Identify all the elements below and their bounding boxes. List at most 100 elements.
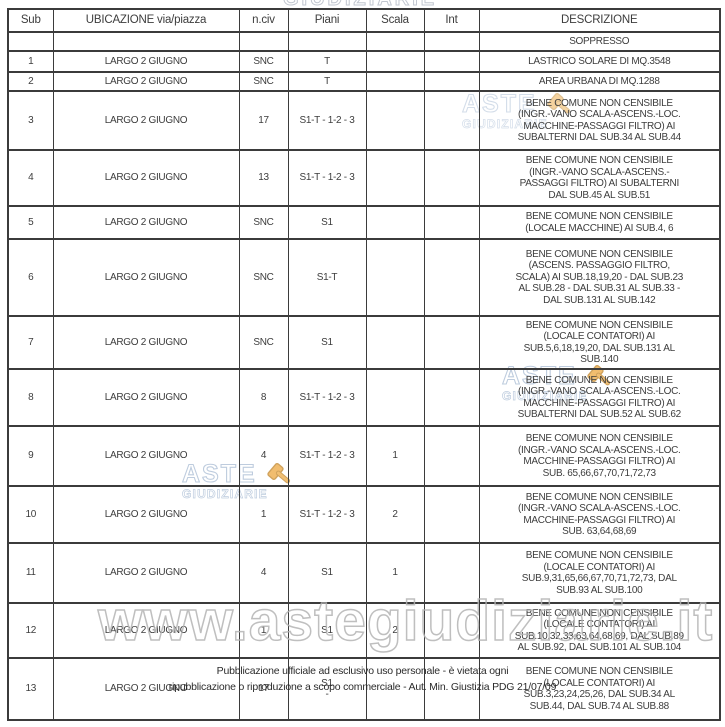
cell-int bbox=[423, 368, 480, 427]
cell-descrizione: AREA URBANA DI MQ.1288 bbox=[478, 71, 721, 92]
cell-piani: S1 bbox=[287, 602, 367, 659]
cell-nciv: SNC bbox=[238, 50, 289, 73]
table-row: 12 LARGO 2 GIUGNO 1 S1 2 BENE COMUNE NON CENS… bbox=[7, 602, 721, 659]
cell-scala bbox=[365, 50, 425, 73]
cell-scala bbox=[365, 90, 425, 151]
cell-piani: S1 - bbox=[287, 657, 367, 721]
cell-sub: 4 bbox=[7, 149, 54, 207]
cell-scala bbox=[365, 149, 425, 207]
cell-scala bbox=[365, 205, 425, 240]
cell-piani: S1-T bbox=[287, 238, 367, 317]
cell-ubicazione: LARGO 2 GIUGNO bbox=[52, 602, 240, 659]
cell-piani: S1-T - 1-2 - 3 bbox=[287, 90, 367, 151]
cell-piani: S1 bbox=[287, 315, 367, 370]
cell-ubicazione: LARGO 2 GIUGNO bbox=[52, 315, 240, 370]
cell-sub: 2 bbox=[7, 71, 54, 92]
cell-nciv: 1 bbox=[238, 485, 289, 544]
cell-sub: 13 bbox=[7, 657, 54, 721]
column-header: Sub bbox=[7, 8, 54, 33]
cell-piani bbox=[287, 31, 367, 52]
table-row: 4 LARGO 2 GIUGNO 13 S1-T - 1-2 - 3 BENE COMU… bbox=[7, 149, 721, 207]
legal-notice-line-1: Pubblicazione ufficiale ad esclusivo uso… bbox=[216, 665, 509, 677]
cell-scala: 2 bbox=[365, 485, 425, 544]
cell-ubicazione: LARGO 2 GIUGNO bbox=[52, 205, 240, 240]
table-row: 11 LARGO 2 GIUGNO 4 S1 1 BENE COMUNE NON CENS… bbox=[7, 542, 721, 604]
cell-int bbox=[423, 90, 480, 151]
cell-sub: 5 bbox=[7, 205, 54, 240]
cell-nciv: 8 bbox=[238, 368, 289, 427]
cell-scala bbox=[365, 238, 425, 317]
cell-nciv: SNC bbox=[238, 71, 289, 92]
cell-ubicazione: LARGO 2 GIUGNO bbox=[52, 50, 240, 73]
column-header: UBICAZIONE via/piazza bbox=[52, 8, 240, 33]
cell-descrizione: BENE COMUNE NON CENSIBILE (LOCALE CONTAT… bbox=[478, 602, 721, 659]
cell-ubicazione: LARGO 2 GIUGNO bbox=[52, 90, 240, 151]
cell-nciv: 1 bbox=[238, 602, 289, 659]
cell-scala: 1 bbox=[365, 425, 425, 487]
column-header: Int bbox=[423, 8, 480, 33]
cell-sub: 9 bbox=[7, 425, 54, 487]
cell-ubicazione: LARGO 2 GIUGNO bbox=[52, 425, 240, 487]
table-row: 1 LARGO 2 GIUGNO SNC T LASTRICO SOLARE DI MQ… bbox=[7, 50, 721, 73]
cell-int bbox=[423, 657, 480, 721]
cell-descrizione: BENE COMUNE NON CENSIBILE (INGR.-VANO SC… bbox=[478, 485, 721, 544]
cell-int bbox=[423, 315, 480, 370]
cell-sub: 7 bbox=[7, 315, 54, 370]
cell-int bbox=[423, 602, 480, 659]
column-header: n.civ bbox=[238, 8, 289, 33]
cell-descrizione: BENE COMUNE NON CENSIBILE (LOCALE CONTAT… bbox=[478, 315, 721, 370]
cell-scala: 1 bbox=[365, 542, 425, 604]
cell-nciv: SNC bbox=[238, 315, 289, 370]
cell-ubicazione: LARGO 2 GIUGNO bbox=[52, 542, 240, 604]
cell-descrizione: BENE COMUNE NON CENSIBILE (ASCENS. PASSA… bbox=[478, 238, 721, 317]
cell-int bbox=[423, 425, 480, 487]
column-header: Piani bbox=[287, 8, 367, 33]
cell-scala bbox=[365, 71, 425, 92]
cell-int bbox=[423, 149, 480, 207]
cadastral-table: Sub UBICAZIONE via/piazza n.civ Piani Scala I… bbox=[7, 8, 721, 721]
cell-piani: S1-T - 1-2 - 3 bbox=[287, 485, 367, 544]
cell-ubicazione: LARGO 2 GIUGNO bbox=[52, 149, 240, 207]
cell-int bbox=[423, 485, 480, 544]
cell-ubicazione: LARGO 2 GIUGNO bbox=[52, 368, 240, 427]
legal-notice-line-2: ripubblicazione o riproduzione a scopo c… bbox=[168, 681, 557, 693]
cell-ubicazione: LARGO 2 GIUGNO bbox=[52, 238, 240, 317]
cell-ubicazione: LARGO 2 GIUGNO bbox=[52, 71, 240, 92]
cell-sub: 12 bbox=[7, 602, 54, 659]
cell-int bbox=[423, 50, 480, 73]
cell-scala bbox=[365, 657, 425, 721]
cell-descrizione: BENE COMUNE NON CENSIBILE (INGR.-VANO SC… bbox=[478, 425, 721, 487]
cell-int bbox=[423, 71, 480, 92]
cell-descrizione: BENE COMUNE NON CENSIBILE (INGR.-VANO SC… bbox=[478, 149, 721, 207]
table-row: 7 LARGO 2 GIUGNO SNC S1 BENE COMUNE NON CENS… bbox=[7, 315, 721, 370]
table-row: 5 LARGO 2 GIUGNO SNC S1 BENE COMUNE NON CENS… bbox=[7, 205, 721, 240]
table-header-row: Sub UBICAZIONE via/piazza n.civ Piani Scala I… bbox=[7, 8, 721, 33]
table-row: 13 LARGO 2 GIUGNO 17 S1 - BENE COMUNE NON CE… bbox=[7, 657, 721, 721]
cell-sub: 11 bbox=[7, 542, 54, 604]
cell-nciv: 4 bbox=[238, 542, 289, 604]
cell-descrizione: BENE COMUNE NON CENSIBILE (INGR.-VANO SC… bbox=[478, 368, 721, 427]
cell-piani: T bbox=[287, 71, 367, 92]
column-header: Scala bbox=[365, 8, 425, 33]
cell-ubicazione bbox=[52, 31, 240, 52]
table-row: 6 LARGO 2 GIUGNO SNC S1-T BENE COMUNE NON CE… bbox=[7, 238, 721, 317]
cell-nciv: 4 bbox=[238, 425, 289, 487]
cell-piani: S1-T - 1-2 - 3 bbox=[287, 149, 367, 207]
cell-piani: T bbox=[287, 50, 367, 73]
table-row: 3 LARGO 2 GIUGNO 17 S1-T - 1-2 - 3 BENE COMU… bbox=[7, 90, 721, 151]
cell-nciv: SNC bbox=[238, 238, 289, 317]
cell-sub bbox=[7, 31, 54, 52]
cell-nciv bbox=[238, 31, 289, 52]
cell-int bbox=[423, 205, 480, 240]
cell-descrizione: LASTRICO SOLARE DI MQ.3548 bbox=[478, 50, 721, 73]
cell-scala bbox=[365, 368, 425, 427]
cell-ubicazione: LARGO 2 GIUGNO bbox=[52, 485, 240, 544]
cell-descrizione: BENE COMUNE NON CENSIBILE (LOCALE CONTAT… bbox=[478, 542, 721, 604]
cell-ubicazione: LARGO 2 GIUGNO bbox=[52, 657, 240, 721]
cell-nciv: 17 bbox=[238, 90, 289, 151]
table-row: 2 LARGO 2 GIUGNO SNC T AREA URBANA DI MQ.128… bbox=[7, 71, 721, 92]
cell-sub: 6 bbox=[7, 238, 54, 317]
cell-int bbox=[423, 238, 480, 317]
cell-sub: 3 bbox=[7, 90, 54, 151]
cell-piani: S1-T - 1-2 - 3 bbox=[287, 368, 367, 427]
